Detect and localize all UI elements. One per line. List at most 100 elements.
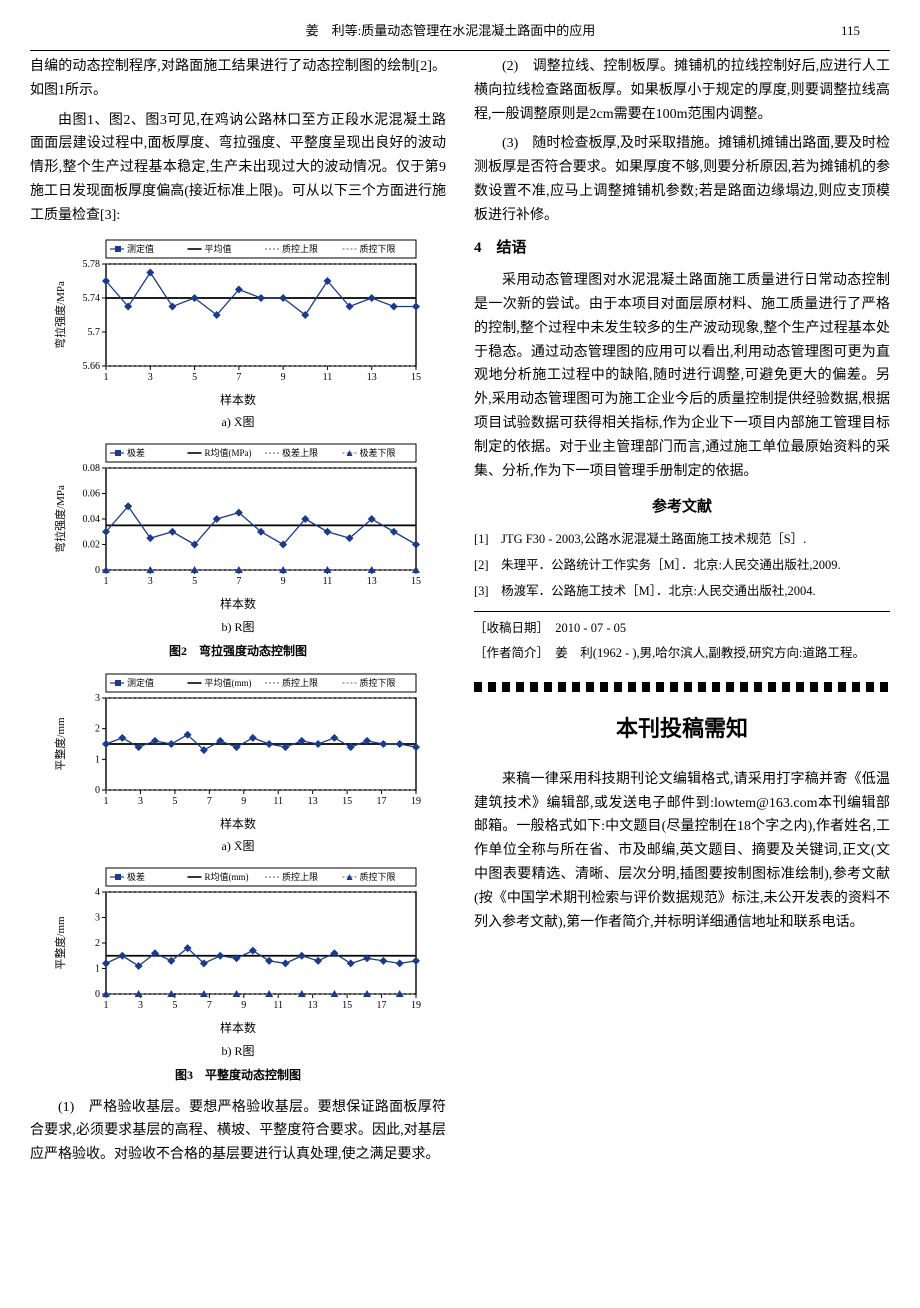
page-header: 姜 利等:质量动态管理在水泥混凝土路面中的应用 115 xyxy=(30,20,890,42)
chart3a-svg: 测定值平均值(mm)质控上限质控下限0123135791113151719平整度… xyxy=(48,672,428,812)
svg-text:13: 13 xyxy=(367,372,377,383)
svg-text:5.78: 5.78 xyxy=(83,259,101,270)
svg-text:15: 15 xyxy=(411,372,421,383)
svg-text:13: 13 xyxy=(308,1000,318,1011)
svg-text:3: 3 xyxy=(95,913,100,924)
svg-text:5.66: 5.66 xyxy=(83,361,101,372)
chart2b-subcap: b) R图 xyxy=(30,617,446,637)
svg-text:质控下限: 质控下限 xyxy=(360,871,396,882)
svg-text:0.08: 0.08 xyxy=(83,463,101,474)
chart2-caption: 图2 弯拉强度动态控制图 xyxy=(30,641,446,661)
wave-separator xyxy=(474,682,890,692)
svg-text:11: 11 xyxy=(273,1000,283,1011)
header-center: 姜 利等:质量动态管理在水泥混凝土路面中的应用 xyxy=(306,20,596,42)
svg-text:9: 9 xyxy=(281,576,286,587)
left-column: 自编的动态控制程序,对路面施工结果进行了动态控制图的绘制[2]。如图1所示。 由… xyxy=(30,55,446,1173)
svg-text:0.02: 0.02 xyxy=(83,540,101,551)
svg-text:0.04: 0.04 xyxy=(83,514,101,525)
para-4-label: (2) xyxy=(502,59,518,74)
receive-date-line: ［收稿日期］ 2010 - 07 - 05 xyxy=(474,618,890,639)
svg-text:3: 3 xyxy=(148,372,153,383)
svg-text:5.74: 5.74 xyxy=(83,293,101,304)
chart2b-wrapper: 极差R均值(MPa)极差上限极差下限00.020.040.060.0813579… xyxy=(30,442,446,661)
svg-text:0: 0 xyxy=(95,565,100,576)
para-4: (2) 调整拉线、控制板厚。摊铺机的拉线控制好后,应进行人工横向拉线检查路面板厚… xyxy=(474,55,890,126)
svg-text:测定值: 测定值 xyxy=(127,243,154,254)
svg-text:5: 5 xyxy=(172,796,177,807)
right-column: (2) 调整拉线、控制板厚。摊铺机的拉线控制好后,应进行人工横向拉线检查路面板厚… xyxy=(474,55,890,1173)
svg-text:测定值: 测定值 xyxy=(127,677,154,688)
svg-text:3: 3 xyxy=(138,1000,143,1011)
notice-body: 来稿一律采用科技期刊论文编辑格式,请采用打字稿并寄《低温建筑技术》编辑部,或发送… xyxy=(474,768,890,935)
svg-text:1: 1 xyxy=(104,576,109,587)
svg-text:极差: 极差 xyxy=(127,447,145,458)
svg-text:7: 7 xyxy=(207,796,212,807)
chart3b-wrapper: 极差R均值(mm)质控上限质控下限01234135791113151719平整度… xyxy=(30,866,446,1085)
svg-text:R均值(MPa): R均值(MPa) xyxy=(205,447,252,458)
para-3-text: 严格验收基层。要想严格验收基层。要想保证路面板厚符合要求,必须要求基层的高程、横… xyxy=(30,1100,446,1163)
chart2b-svg: 极差R均值(MPa)极差上限极差下限00.020.040.060.0813579… xyxy=(48,442,428,592)
chart2a-subcap: a) X̄图 xyxy=(30,412,446,432)
svg-text:3: 3 xyxy=(138,796,143,807)
svg-text:弯拉强度/MPa: 弯拉强度/MPa xyxy=(53,485,67,553)
svg-text:9: 9 xyxy=(241,796,246,807)
svg-text:7: 7 xyxy=(207,1000,212,1011)
author-info-line: ［作者简介］ 姜 利(1962 - ),男,哈尔滨人,副教授,研究方向:道路工程… xyxy=(474,643,890,664)
svg-text:质控上限: 质控上限 xyxy=(282,677,318,688)
info-box: ［收稿日期］ 2010 - 07 - 05 ［作者简介］ 姜 利(1962 - … xyxy=(474,611,890,665)
svg-text:弯拉强度/MPa: 弯拉强度/MPa xyxy=(53,281,67,349)
para-2: 由图1、图2、图3可见,在鸡讷公路林口至方正段水泥混凝土路面面层建设过程中,面板… xyxy=(30,109,446,228)
svg-text:17: 17 xyxy=(377,796,387,807)
svg-text:7: 7 xyxy=(236,372,241,383)
svg-text:1: 1 xyxy=(95,754,100,765)
para-5-label: (3) xyxy=(502,136,518,151)
ref-item: [3] 杨渡军．公路施工技术［M］．北京:人民交通出版社,2004. xyxy=(474,581,890,601)
svg-text:11: 11 xyxy=(323,372,333,383)
svg-text:质控上限: 质控上限 xyxy=(282,243,318,254)
chart2a-wrapper: 测定值平均值质控上限质控下限5.665.75.745.7813579111315… xyxy=(30,238,446,433)
svg-text:质控上限: 质控上限 xyxy=(282,871,318,882)
svg-text:11: 11 xyxy=(323,576,333,587)
chart2b-xlabel: 样本数 xyxy=(30,594,446,614)
svg-text:9: 9 xyxy=(241,1000,246,1011)
two-columns: 自编的动态控制程序,对路面施工结果进行了动态控制图的绘制[2]。如图1所示。 由… xyxy=(30,55,890,1173)
chart3a-subcap: a) X̄图 xyxy=(30,836,446,856)
svg-text:5.7: 5.7 xyxy=(88,327,101,338)
receive-date: 2010 - 07 - 05 xyxy=(555,621,626,635)
chart3-caption: 图3 平整度动态控制图 xyxy=(30,1065,446,1085)
svg-text:质控下限: 质控下限 xyxy=(360,677,396,688)
ref-item: [1] JTG F30 - 2003,公路水泥混凝土路面施工技术规范［S］. xyxy=(474,529,890,549)
svg-text:0: 0 xyxy=(95,785,100,796)
svg-text:1: 1 xyxy=(104,1000,109,1011)
ref-item: [2] 朱理平．公路统计工作实务［M］．北京:人民交通出版社,2009. xyxy=(474,555,890,575)
svg-text:13: 13 xyxy=(308,796,318,807)
svg-text:9: 9 xyxy=(281,372,286,383)
refs-container: [1] JTG F30 - 2003,公路水泥混凝土路面施工技术规范［S］. [2… xyxy=(474,529,890,601)
svg-text:R均值(mm): R均值(mm) xyxy=(205,871,249,882)
author-info: 姜 利(1962 - ),男,哈尔滨人,副教授,研究方向:道路工程。 xyxy=(555,646,865,660)
para-5: (3) 随时检查板厚,及时采取措施。摊铺机摊铺出路面,要及时检测板厚是否符合要求… xyxy=(474,132,890,227)
svg-text:5: 5 xyxy=(172,1000,177,1011)
svg-text:3: 3 xyxy=(95,693,100,704)
svg-text:极差上限: 极差上限 xyxy=(282,447,318,458)
para-3-label: (1) xyxy=(58,1100,74,1115)
svg-text:4: 4 xyxy=(95,887,100,898)
svg-text:5: 5 xyxy=(192,372,197,383)
svg-text:1: 1 xyxy=(104,796,109,807)
author-label: ［作者简介］ xyxy=(474,646,543,660)
chart3b-svg: 极差R均值(mm)质控上限质控下限01234135791113151719平整度… xyxy=(48,866,428,1016)
para-1: 自编的动态控制程序,对路面施工结果进行了动态控制图的绘制[2]。如图1所示。 xyxy=(30,55,446,103)
chart3b-subcap: b) R图 xyxy=(30,1041,446,1061)
chart2a-svg: 测定值平均值质控上限质控下限5.665.75.745.7813579111315… xyxy=(48,238,428,388)
svg-text:15: 15 xyxy=(342,1000,352,1011)
svg-text:质控下限: 质控下限 xyxy=(360,243,396,254)
svg-text:17: 17 xyxy=(377,1000,387,1011)
svg-text:极差: 极差 xyxy=(127,871,145,882)
svg-text:19: 19 xyxy=(411,1000,421,1011)
svg-text:3: 3 xyxy=(148,576,153,587)
svg-text:平整度/mm: 平整度/mm xyxy=(53,916,67,970)
svg-text:13: 13 xyxy=(367,576,377,587)
chart2a-xlabel: 样本数 xyxy=(30,390,446,410)
para-4-text: 调整拉线、控制板厚。摊铺机的拉线控制好后,应进行人工横向拉线检查路面板厚。如果板… xyxy=(474,59,890,122)
notice-title: 本刊投稿需知 xyxy=(474,710,890,747)
